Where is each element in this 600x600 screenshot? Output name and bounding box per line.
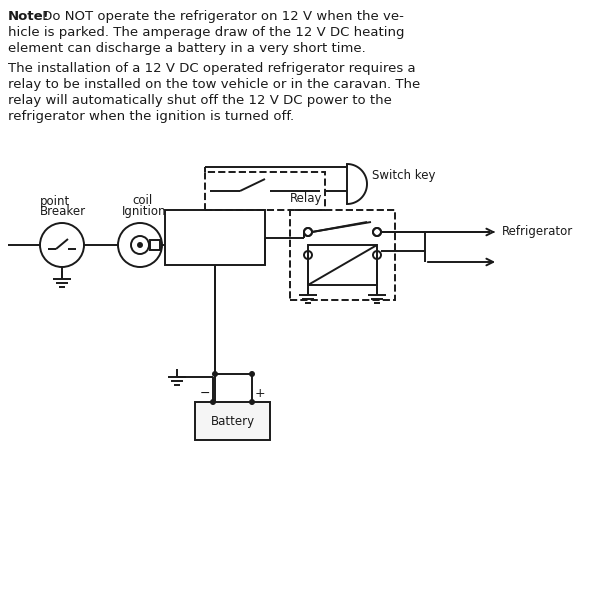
Circle shape bbox=[212, 371, 218, 377]
Text: refrigerator when the ignition is turned off.: refrigerator when the ignition is turned… bbox=[8, 110, 294, 123]
Text: point: point bbox=[40, 194, 70, 208]
Text: relay will automatically shut off the 12 V DC power to the: relay will automatically shut off the 12… bbox=[8, 94, 392, 107]
Text: −: − bbox=[200, 387, 210, 400]
Bar bbox=[308, 245, 377, 285]
Circle shape bbox=[249, 371, 255, 377]
Text: Ignition: Ignition bbox=[122, 205, 167, 218]
Bar bbox=[150, 240, 160, 250]
Text: Refrigerator: Refrigerator bbox=[502, 226, 573, 238]
Text: Switch key: Switch key bbox=[372, 169, 436, 182]
Text: Breaker: Breaker bbox=[40, 205, 86, 218]
Bar bbox=[205, 172, 325, 210]
Text: Relay: Relay bbox=[290, 192, 323, 205]
Circle shape bbox=[138, 243, 142, 247]
Bar bbox=[290, 210, 395, 300]
Text: element can discharge a battery in a very short time.: element can discharge a battery in a ver… bbox=[8, 42, 366, 55]
Bar bbox=[165, 210, 265, 265]
Circle shape bbox=[210, 399, 216, 405]
Text: hicle is parked. The amperage draw of the 12 V DC heating: hicle is parked. The amperage draw of th… bbox=[8, 26, 404, 39]
Text: The installation of a 12 V DC operated refrigerator requires a: The installation of a 12 V DC operated r… bbox=[8, 62, 416, 75]
Text: Note!: Note! bbox=[8, 10, 50, 23]
Text: relay to be installed on the tow vehicle or in the caravan. The: relay to be installed on the tow vehicle… bbox=[8, 78, 420, 91]
Text: +: + bbox=[254, 387, 265, 400]
Text: Do NOT operate the refrigerator on 12 V when the ve-: Do NOT operate the refrigerator on 12 V … bbox=[38, 10, 404, 23]
Circle shape bbox=[249, 399, 255, 405]
Text: Battery: Battery bbox=[211, 415, 254, 427]
Bar bbox=[195, 402, 270, 440]
Text: coil: coil bbox=[132, 194, 152, 208]
